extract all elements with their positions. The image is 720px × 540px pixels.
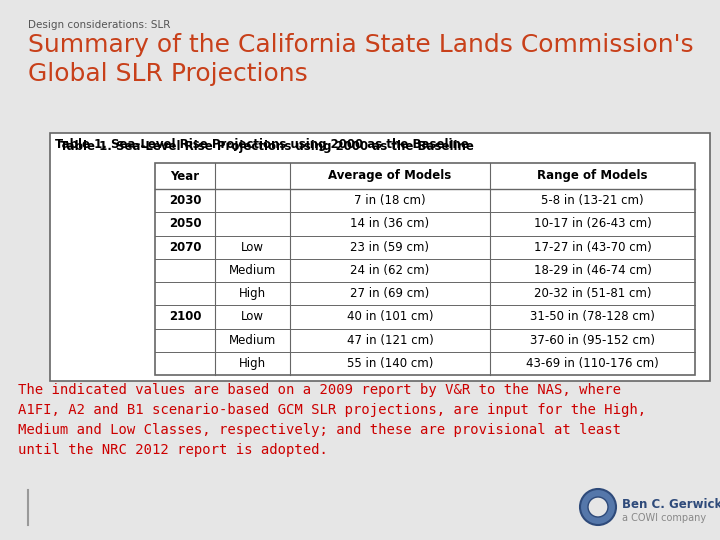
Text: a COWI company: a COWI company bbox=[622, 513, 706, 523]
Text: Low: Low bbox=[241, 241, 264, 254]
Text: 37-60 in (95-152 cm): 37-60 in (95-152 cm) bbox=[530, 334, 655, 347]
Text: 24 in (62 cm): 24 in (62 cm) bbox=[351, 264, 430, 277]
Text: The indicated values are based on a 2009 report by V&R to the NAS, where
A1FI, A: The indicated values are based on a 2009… bbox=[18, 383, 646, 457]
Text: 43-69 in (110-176 cm): 43-69 in (110-176 cm) bbox=[526, 357, 659, 370]
FancyBboxPatch shape bbox=[155, 163, 695, 375]
Circle shape bbox=[580, 489, 616, 525]
Text: 31-50 in (78-128 cm): 31-50 in (78-128 cm) bbox=[530, 310, 655, 323]
Text: 40 in (101 cm): 40 in (101 cm) bbox=[347, 310, 433, 323]
Text: Range of Models: Range of Models bbox=[537, 170, 648, 183]
Text: 20-32 in (51-81 cm): 20-32 in (51-81 cm) bbox=[534, 287, 652, 300]
Text: 5-8 in (13-21 cm): 5-8 in (13-21 cm) bbox=[541, 194, 644, 207]
Text: Low: Low bbox=[241, 310, 264, 323]
Text: 2100: 2100 bbox=[168, 310, 202, 323]
Text: Table 1. Sea-Level Rise Projections using 2000 as the Baseline: Table 1. Sea-Level Rise Projections usin… bbox=[60, 140, 474, 153]
FancyBboxPatch shape bbox=[50, 133, 710, 381]
Text: Medium: Medium bbox=[229, 264, 276, 277]
Text: Average of Models: Average of Models bbox=[328, 170, 451, 183]
Text: Summary of the California State Lands Commission's
Global SLR Projections: Summary of the California State Lands Co… bbox=[28, 33, 693, 86]
Text: Ben C. Gerwick, Inc.: Ben C. Gerwick, Inc. bbox=[622, 497, 720, 510]
Text: 10-17 in (26-43 cm): 10-17 in (26-43 cm) bbox=[534, 218, 652, 231]
Text: High: High bbox=[239, 287, 266, 300]
Circle shape bbox=[588, 497, 608, 517]
Text: 18-29 in (46-74 cm): 18-29 in (46-74 cm) bbox=[534, 264, 652, 277]
Text: Year: Year bbox=[171, 170, 199, 183]
Text: 2050: 2050 bbox=[168, 218, 202, 231]
Text: 47 in (121 cm): 47 in (121 cm) bbox=[346, 334, 433, 347]
Text: 2030: 2030 bbox=[168, 194, 202, 207]
Text: 17-27 in (43-70 cm): 17-27 in (43-70 cm) bbox=[534, 241, 652, 254]
Text: Table 1. Sea-Level Rise Projections using 2000 as the Baseline: Table 1. Sea-Level Rise Projections usin… bbox=[55, 138, 469, 151]
Text: High: High bbox=[239, 357, 266, 370]
Text: 55 in (140 cm): 55 in (140 cm) bbox=[347, 357, 433, 370]
Text: Medium: Medium bbox=[229, 334, 276, 347]
Text: 2070: 2070 bbox=[168, 241, 202, 254]
Text: 14 in (36 cm): 14 in (36 cm) bbox=[351, 218, 430, 231]
Text: 23 in (59 cm): 23 in (59 cm) bbox=[351, 241, 430, 254]
Text: 27 in (69 cm): 27 in (69 cm) bbox=[351, 287, 430, 300]
Text: 7 in (18 cm): 7 in (18 cm) bbox=[354, 194, 426, 207]
Text: Design considerations: SLR: Design considerations: SLR bbox=[28, 20, 171, 30]
